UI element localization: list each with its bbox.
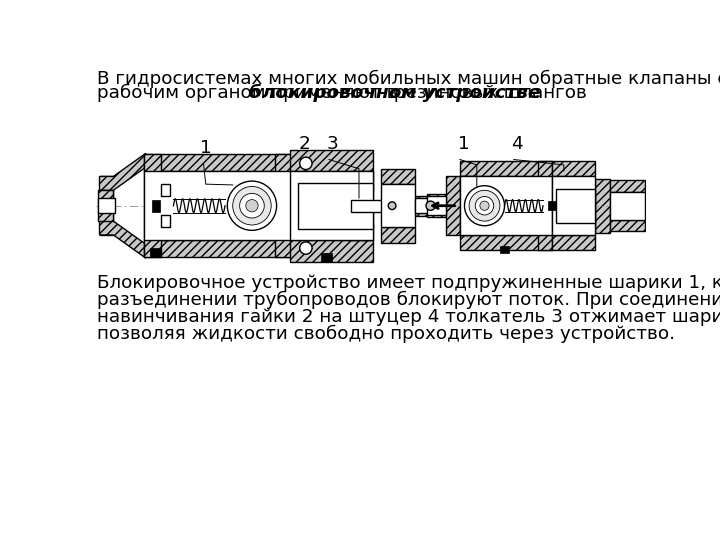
Circle shape	[228, 181, 276, 231]
Bar	[275, 154, 292, 257]
Bar	[161, 184, 171, 197]
Circle shape	[233, 186, 271, 225]
Circle shape	[388, 202, 396, 210]
Polygon shape	[99, 153, 145, 190]
Bar	[460, 177, 552, 235]
Bar	[298, 183, 373, 229]
Bar	[98, 198, 115, 213]
Circle shape	[464, 186, 505, 226]
Bar	[381, 169, 415, 184]
Bar	[460, 235, 552, 251]
Text: 1: 1	[457, 136, 469, 153]
Bar	[321, 253, 332, 262]
Bar	[552, 235, 595, 251]
Bar	[446, 177, 460, 235]
Circle shape	[300, 242, 312, 254]
Bar	[460, 177, 474, 189]
Text: 4: 4	[511, 136, 523, 153]
Bar	[351, 200, 357, 212]
Bar	[144, 240, 292, 257]
Bar	[415, 212, 431, 215]
Circle shape	[480, 201, 489, 211]
Circle shape	[475, 197, 494, 215]
Text: 2: 2	[298, 136, 310, 153]
Bar	[290, 150, 373, 171]
Text: 3: 3	[327, 136, 338, 153]
Bar	[144, 154, 161, 257]
Bar	[610, 220, 644, 231]
Bar	[415, 198, 431, 213]
Bar	[549, 201, 556, 211]
Bar	[381, 227, 415, 242]
Bar	[381, 184, 415, 227]
Polygon shape	[99, 221, 145, 258]
Text: блокировочном устройстве: блокировочном устройстве	[249, 84, 541, 102]
Bar	[552, 177, 595, 235]
Bar	[150, 248, 161, 257]
Text: резиновых шлангов: резиновых шлангов	[388, 84, 587, 102]
Bar	[539, 161, 552, 251]
Circle shape	[300, 157, 312, 170]
Bar	[144, 171, 292, 240]
Text: рабочим органом применяют в: рабочим органом применяют в	[97, 84, 404, 102]
Bar	[290, 240, 373, 262]
Bar	[610, 192, 644, 220]
Text: Блокировочное устройство имеет подпружиненные шарики 1, которые при: Блокировочное устройство имеет подпружин…	[97, 274, 720, 292]
Circle shape	[469, 190, 500, 221]
Bar	[161, 171, 173, 184]
Circle shape	[240, 193, 264, 218]
Bar	[351, 200, 396, 212]
Bar	[350, 222, 373, 240]
Bar	[610, 180, 644, 192]
Bar	[427, 197, 446, 215]
Bar	[98, 190, 113, 221]
Circle shape	[426, 201, 435, 211]
Bar	[161, 215, 171, 227]
Circle shape	[246, 200, 258, 212]
Bar	[427, 213, 446, 217]
Bar	[595, 179, 610, 233]
Bar	[161, 227, 173, 240]
Text: В гидросистемах многих мобильных машин обратные клапаны с шариковым: В гидросистемах многих мобильных машин о…	[97, 70, 720, 89]
Text: разъединении трубопроводов блокируют поток. При соединении труб путем: разъединении трубопроводов блокируют пот…	[97, 291, 720, 309]
Bar	[556, 189, 595, 222]
Bar	[152, 200, 160, 212]
Text: навинчивания гайки 2 на штуцер 4 толкатель 3 отжимает шарики от их седел,: навинчивания гайки 2 на штуцер 4 толкате…	[97, 308, 720, 326]
Text: позволяя жидкости свободно проходить через устройство.: позволяя жидкости свободно проходить чер…	[97, 325, 675, 343]
Text: 1: 1	[199, 139, 212, 157]
Bar	[460, 222, 474, 235]
Bar	[290, 171, 373, 240]
Bar	[552, 161, 595, 177]
Bar	[350, 171, 373, 189]
Bar	[427, 194, 446, 198]
Bar	[500, 246, 509, 253]
Bar	[415, 195, 431, 200]
Bar	[144, 154, 292, 171]
Bar	[99, 177, 113, 235]
Bar	[460, 161, 552, 177]
